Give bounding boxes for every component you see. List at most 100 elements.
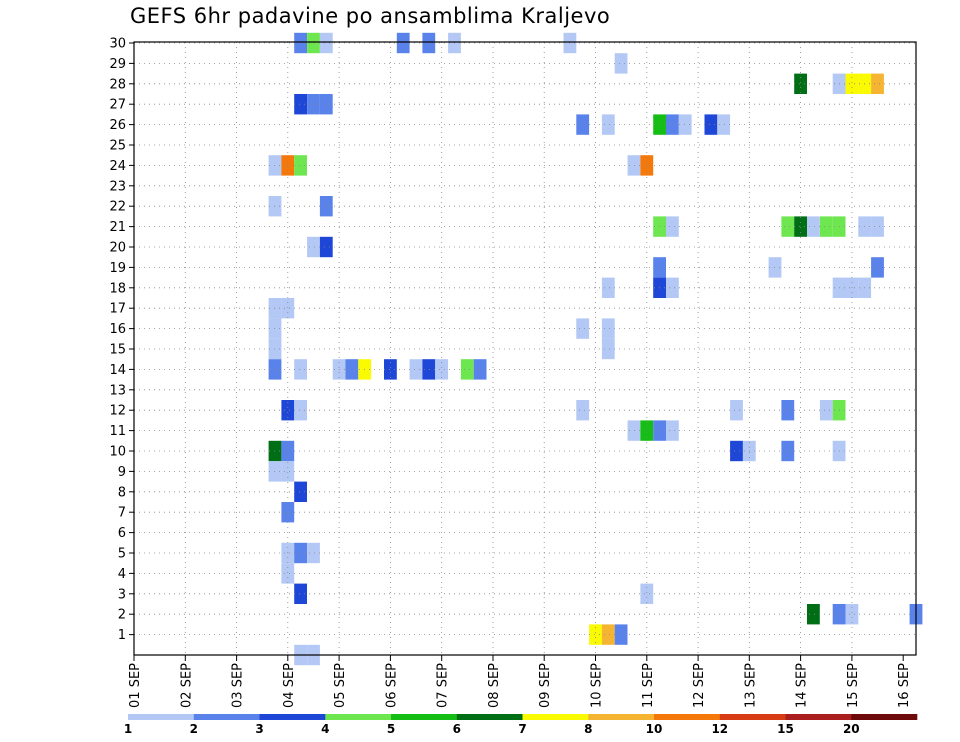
legend-swatch	[654, 714, 720, 720]
plot-border	[133, 41, 917, 656]
heatmap-cell	[281, 461, 295, 482]
heatmap-cell	[730, 400, 743, 421]
heatmap-cell	[409, 359, 423, 380]
heatmap-cell	[307, 94, 320, 115]
heatmap-cell	[819, 216, 833, 237]
legend-swatch	[193, 714, 260, 720]
legend-swatch	[719, 714, 786, 720]
legend-swatch	[851, 714, 918, 720]
heatmap-cell	[807, 216, 820, 237]
heatmap-cells	[268, 32, 923, 666]
y-tick-label: 28	[109, 77, 126, 92]
heatmap-cell	[294, 542, 307, 564]
heatmap-cell	[319, 94, 333, 115]
legend-tick-label: 15	[777, 722, 794, 736]
x-tick-label: 04 SEP	[282, 663, 297, 708]
heatmap-cell	[294, 94, 307, 115]
heatmap-cell	[781, 216, 795, 237]
heatmap-cell	[807, 604, 820, 625]
heatmap-cell	[281, 563, 295, 584]
heatmap-cell	[281, 440, 295, 462]
heatmap-cell	[845, 73, 859, 94]
heatmap-cell	[601, 624, 615, 645]
heatmap-cell	[294, 359, 307, 380]
legend-tick-label: 4	[321, 722, 329, 736]
heatmap-cell	[294, 583, 307, 604]
heatmap-cell	[281, 155, 295, 176]
x-tick-label: 11 SEP	[641, 663, 656, 708]
heatmap-cell	[576, 114, 590, 135]
legend-swatch	[522, 714, 589, 720]
heatmap-cell	[666, 114, 679, 135]
heatmap-cell	[307, 542, 320, 564]
legend-swatch	[128, 714, 194, 720]
heatmap-cell	[601, 277, 615, 298]
heatmap-cell	[871, 73, 884, 94]
grid-lines	[134, 42, 916, 655]
y-tick-label: 30	[109, 37, 126, 52]
x-tick-label: 05 SEP	[333, 663, 348, 708]
heatmap-cell	[294, 155, 307, 176]
y-tick-label: 15	[109, 343, 126, 358]
heatmap-cell	[781, 440, 795, 462]
legend-tick-label: 2	[190, 722, 198, 736]
y-tick-label: 27	[109, 98, 126, 113]
x-tick-label: 10 SEP	[590, 663, 605, 708]
y-tick-label: 19	[109, 261, 126, 276]
heatmap-cell	[794, 73, 807, 94]
heatmap-cell	[794, 216, 807, 237]
legend-swatch	[588, 714, 655, 720]
y-tick-label: 23	[109, 179, 126, 194]
y-tick-label: 14	[109, 363, 126, 378]
heatmap-cell	[678, 114, 692, 135]
heatmap-cell	[319, 32, 333, 54]
heatmap-cell	[281, 298, 295, 319]
heatmap-cell	[730, 440, 743, 462]
x-tick-label: 06 SEP	[384, 663, 399, 708]
x-tick-label: 07 SEP	[436, 663, 451, 708]
y-tick-label: 12	[109, 404, 126, 419]
heatmap-cell	[666, 420, 679, 441]
chart-title: GEFS 6hr padavine po ansamblima Kraljevo	[130, 4, 611, 28]
y-tick-label: 22	[109, 200, 126, 215]
y-axis-ticks: 1234567891011121314151617181920212223242…	[109, 37, 134, 643]
legend-tick-label: 8	[584, 722, 592, 736]
legend-swatch	[325, 714, 392, 720]
y-tick-label: 2	[118, 608, 126, 623]
y-tick-label: 3	[118, 587, 126, 602]
heatmap-cell	[294, 32, 307, 54]
heatmap-cell	[473, 359, 487, 380]
heatmap-cell	[640, 420, 654, 441]
heatmap-cell	[704, 114, 718, 135]
y-tick-label: 13	[109, 383, 126, 398]
y-tick-label: 1	[118, 628, 126, 643]
legend-tick-label: 10	[646, 722, 663, 736]
y-tick-label: 8	[118, 485, 126, 500]
heatmap-cell	[435, 359, 449, 380]
heatmap-cell	[307, 236, 320, 258]
plot-frame	[133, 41, 917, 656]
y-tick-label: 25	[109, 139, 126, 154]
y-tick-label: 7	[118, 506, 126, 521]
legend-swatch	[259, 714, 326, 720]
heatmap-cell	[294, 400, 307, 421]
x-tick-label: 16 SEP	[897, 663, 912, 708]
heatmap-cell	[601, 338, 615, 360]
y-tick-label: 24	[109, 159, 126, 174]
heatmap-cell	[576, 318, 590, 339]
legend-tick-label: 7	[518, 722, 526, 736]
legend-tick-label: 3	[255, 722, 263, 736]
x-tick-label: 03 SEP	[231, 663, 246, 708]
heatmap-cell	[601, 114, 615, 135]
heatmap-cell	[319, 196, 333, 217]
heatmap-cell	[345, 359, 359, 380]
y-tick-label: 18	[109, 281, 126, 296]
legend-tick-label: 6	[453, 722, 461, 736]
heatmap-cell	[666, 216, 679, 237]
y-tick-label: 4	[118, 567, 126, 582]
y-tick-label: 6	[118, 526, 126, 541]
x-tick-label: 02 SEP	[179, 663, 194, 708]
heatmap-cell	[819, 400, 833, 421]
y-tick-label: 29	[109, 57, 126, 72]
x-tick-label: 13 SEP	[743, 663, 758, 708]
